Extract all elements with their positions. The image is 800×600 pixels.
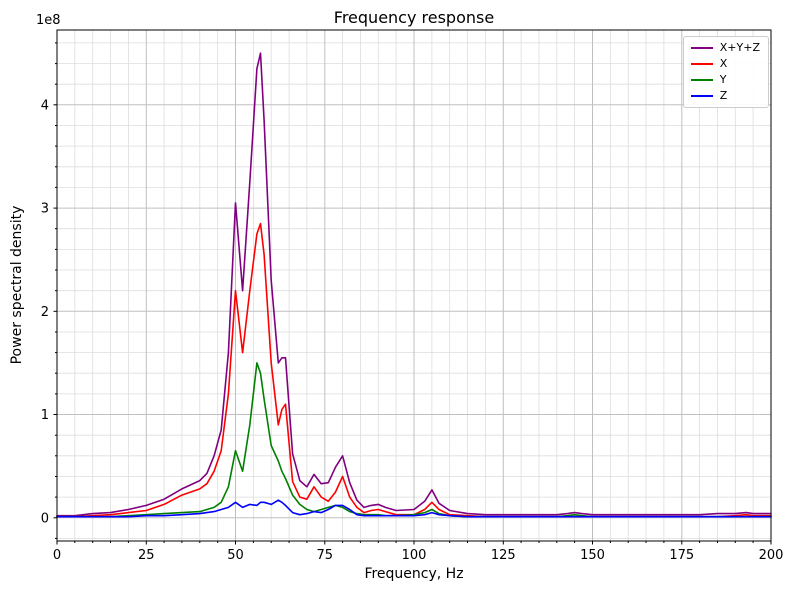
- svg-text:100: 100: [402, 548, 427, 563]
- legend-entry-x: X: [690, 57, 760, 70]
- y-axis-label: Power spectral density: [9, 205, 25, 365]
- x-axis-label: Frequency, Hz: [364, 566, 464, 582]
- svg-text:125: 125: [491, 548, 516, 563]
- legend-label: Y: [719, 73, 727, 86]
- legend-entry-z: Z: [690, 89, 760, 102]
- svg-text:4: 4: [41, 98, 49, 113]
- legend-entry-x-y-z: X+Y+Z: [690, 41, 760, 54]
- svg-text:75: 75: [317, 548, 334, 563]
- series-line-z: [56, 499, 772, 518]
- svg-text:0: 0: [41, 511, 49, 526]
- legend-line-swatch: [690, 63, 713, 65]
- legend-label: Z: [719, 89, 728, 102]
- legend-line-swatch: [690, 79, 713, 81]
- x-tick-labels: 0 25 50 75 100 125 150 175 200: [53, 548, 784, 563]
- svg-text:25: 25: [138, 548, 155, 563]
- legend-label: X: [719, 57, 728, 70]
- axis-ticks: [53, 42, 772, 545]
- svg-text:0: 0: [53, 548, 61, 563]
- svg-text:175: 175: [669, 548, 694, 563]
- svg-text:2: 2: [41, 305, 49, 320]
- chart-title: Frequency response: [333, 8, 495, 27]
- svg-text:1: 1: [41, 408, 49, 423]
- grid-major: [56, 30, 772, 541]
- y-tick-labels: 0 1 2 3 4: [41, 98, 49, 526]
- legend-entry-y: Y: [690, 73, 760, 86]
- series-line-x-y-z: [56, 52, 772, 517]
- svg-text:50: 50: [227, 548, 244, 563]
- svg-text:150: 150: [580, 548, 605, 563]
- svg-text:200: 200: [759, 548, 784, 563]
- legend-line-swatch: [690, 95, 713, 97]
- legend-line-swatch: [690, 47, 713, 49]
- legend-label: X+Y+Z: [719, 41, 760, 54]
- legend: X+Y+Z X Y Z: [682, 36, 769, 108]
- y-axis-offset-text: 1e8: [36, 13, 61, 28]
- svg-text:3: 3: [41, 202, 49, 217]
